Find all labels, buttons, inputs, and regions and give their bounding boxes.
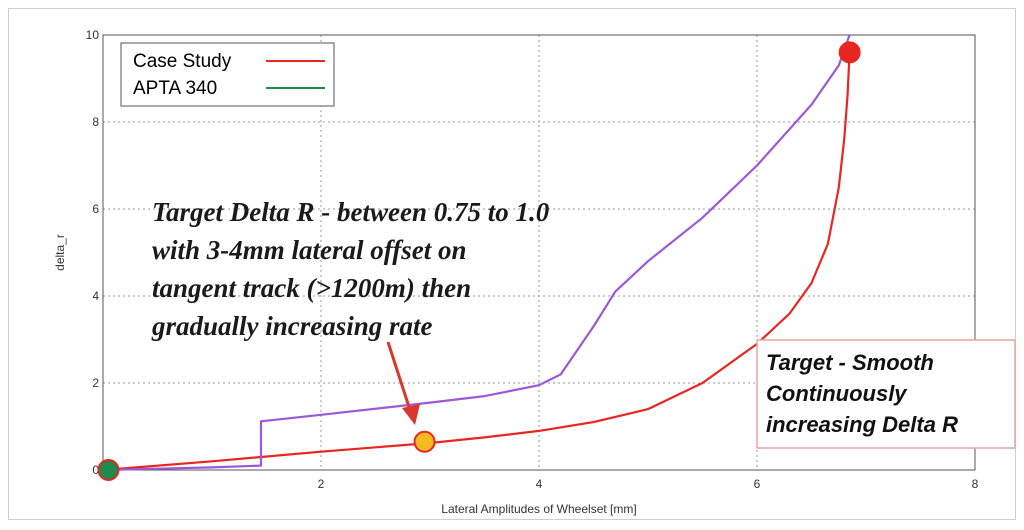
- series-line-1: [102, 34, 851, 472]
- x-tick-label: 8: [972, 477, 979, 491]
- annotation-line: tangent track (>1200m) then: [152, 273, 471, 303]
- y-tick-label: 4: [92, 289, 99, 303]
- x-tick-label: 4: [536, 477, 543, 491]
- y-tick-label: 8: [92, 115, 99, 129]
- annotation-target-delta-r: Target Delta R - between 0.75 to 1.0 with…: [151, 197, 550, 341]
- y-tick-label: 2: [92, 376, 99, 390]
- markers: [97, 41, 861, 481]
- annotation-arrow: [386, 341, 412, 411]
- y-tick-label: 0: [92, 463, 99, 477]
- legend-label: APTA 340: [133, 78, 217, 99]
- legend-box: [120, 42, 335, 107]
- annotation-line: with 3-4mm lateral offset on: [152, 235, 467, 265]
- x-tick-label: 2: [318, 477, 325, 491]
- annotation-box-line: Continuously: [766, 381, 908, 406]
- x-tick-label: 6: [754, 477, 761, 491]
- annotation-box-line: Target - Smooth: [766, 350, 934, 375]
- tick-labels: 2 4 6 8 0 2 4 6 8 10: [86, 28, 979, 491]
- annotation-line: Target Delta R - between 0.75 to 1.0: [152, 197, 550, 227]
- series-lines: [102, 34, 851, 472]
- legend: Case Study APTA 340: [120, 42, 335, 107]
- annotation-box-target-smooth: Target - Smooth Continuously increasing De…: [756, 339, 1016, 449]
- marker-point: [413, 430, 436, 453]
- y-tick-label: 10: [86, 28, 100, 42]
- marker-point: [97, 459, 120, 481]
- annotation-line: gradually increasing rate: [151, 311, 433, 341]
- annotation-box: [756, 339, 1016, 449]
- annotation-arrowhead: [402, 404, 420, 425]
- plot-area: [102, 34, 976, 471]
- marker-point: [838, 41, 861, 64]
- series-line-0: [102, 52, 851, 472]
- x-axis-label: Lateral Amplitudes of Wheelset [mm]: [441, 502, 636, 516]
- legend-label: Case Study: [133, 51, 232, 72]
- y-axis-label: delta_r: [53, 234, 67, 271]
- annotation-box-line: increasing Delta R: [766, 412, 958, 437]
- y-tick-label: 6: [92, 202, 99, 216]
